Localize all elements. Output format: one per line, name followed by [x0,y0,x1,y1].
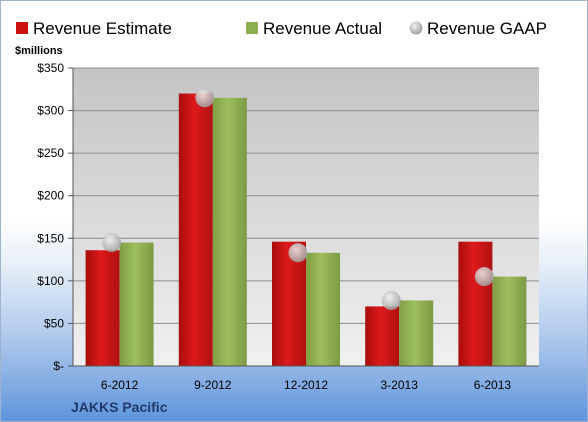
bar-revenue-estimate [458,241,493,366]
y-tick-label: $300 [37,104,64,118]
y-tick-label: $100 [37,274,64,288]
marker-revenue-gaap [102,233,122,253]
bar-revenue-estimate [365,306,400,366]
marker-revenue-gaap [474,267,494,287]
x-tick-label: 6-2012 [101,378,139,392]
marker-revenue-gaap [288,243,308,263]
legend-label: Revenue Estimate [33,19,172,38]
bar-revenue-actual [306,252,340,366]
bar-revenue-actual [212,97,247,367]
bar-revenue-estimate [178,93,213,367]
legend-label: Revenue Actual [263,19,382,38]
marker-revenue-gaap [381,290,401,310]
marker-revenue-gaap [195,88,215,108]
legend: Revenue Estimate Revenue Actual Revenue GA… [16,19,547,38]
y-tick-label: $150 [37,231,64,245]
legend-swatch [16,22,28,34]
y-unit-label: $millions [15,45,63,57]
bars [85,93,527,367]
legend-swatch [409,21,423,35]
y-tick-label: $250 [37,146,64,160]
gaap-markers [102,88,494,310]
company-name: JAKKS Pacific [71,399,168,415]
y-tick-label: $200 [37,189,64,203]
y-tick-label: $350 [37,61,64,75]
x-tick-label: 6-2013 [474,378,512,392]
x-tick-label: 3-2013 [381,378,419,392]
bar-revenue-actual [399,300,434,366]
legend-label: Revenue GAAP [427,19,547,38]
bar-revenue-estimate [85,250,120,366]
bar-revenue-estimate [272,241,306,366]
legend-swatch [246,22,258,34]
y-tick-label: $- [53,359,64,373]
axes: $- $50 $100 $150 $200 $250 $300 $350 6-2012 9-201… [37,61,539,392]
y-tick-label: $50 [44,316,64,330]
bar-revenue-actual [119,242,154,366]
x-tick-label: 9-2012 [194,378,232,392]
bar-revenue-actual [492,276,527,366]
x-tick-label: 12-2012 [284,378,328,392]
